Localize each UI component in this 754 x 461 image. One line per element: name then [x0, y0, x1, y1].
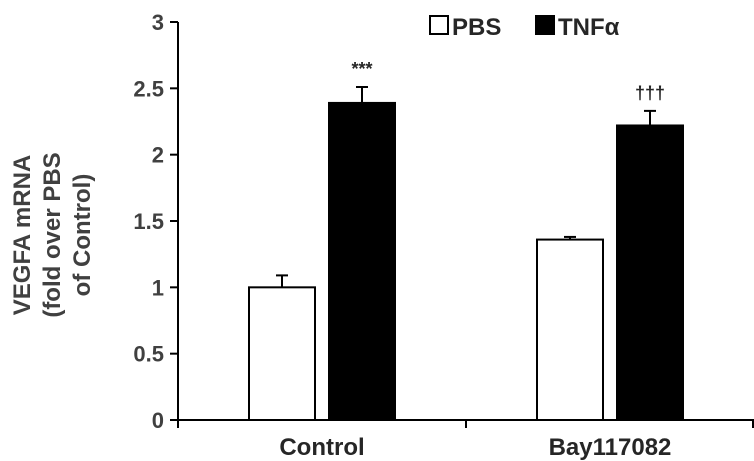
bar: [328, 101, 396, 421]
bar: [536, 238, 604, 421]
y-tick-label: 1.5: [133, 209, 164, 234]
bar: [248, 286, 316, 422]
x-tick-label: Bay117082: [549, 434, 672, 461]
y-tick-label: 2.5: [133, 76, 164, 101]
y-tick-label: 0.5: [133, 342, 164, 367]
y-tick-label: 3: [152, 10, 164, 35]
y-axis-label-line-3: of Control): [69, 174, 96, 297]
significance-marker: †††: [635, 83, 665, 103]
significance-marker: ***: [351, 59, 372, 79]
bar: [616, 124, 684, 421]
legend-swatch: [535, 15, 555, 35]
y-axis-label-line-2: (fold over PBS: [39, 152, 66, 317]
legend-label: TNFα: [558, 14, 620, 41]
y-axis-label-line-1: VEGFA mRNA: [9, 155, 36, 315]
x-tick-label: Control: [279, 434, 364, 461]
legend: PBS TNFα: [429, 14, 620, 41]
legend-label: PBS: [452, 14, 501, 41]
bars: Control Bay117082 *** †††: [248, 59, 684, 461]
legend-swatch: [429, 15, 449, 35]
y-tick-label: 1: [152, 275, 164, 300]
y-axis-label: VEGFA mRNA (fold over PBS of Control): [9, 152, 96, 317]
y-tick-label: 2: [152, 143, 164, 168]
y-tick-label: 0: [152, 408, 164, 433]
